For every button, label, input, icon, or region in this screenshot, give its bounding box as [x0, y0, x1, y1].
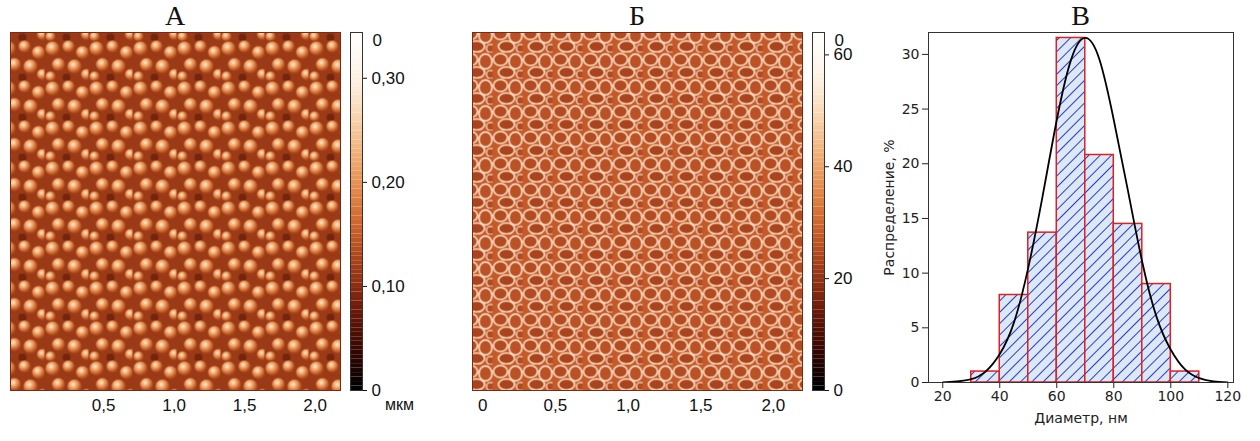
svg-text:25: 25 [902, 101, 920, 117]
svg-text:1,5: 1,5 [233, 396, 257, 415]
svg-text:20: 20 [834, 269, 853, 288]
html-text:А: А [164, 0, 186, 31]
html-text:В: В [1071, 0, 1090, 31]
svg-text:1,0: 1,0 [162, 396, 186, 415]
svg-text:0,10: 0,10 [372, 277, 405, 296]
svg-text:100: 100 [1157, 388, 1184, 404]
svg-text:20: 20 [902, 155, 920, 171]
svg-text:Распределение, %: Распределение, % [881, 139, 897, 275]
svg-text:2,0: 2,0 [762, 396, 786, 415]
svg-text:0,20: 0,20 [372, 173, 405, 192]
svg-text:2,0: 2,0 [303, 396, 327, 415]
html-text:Б: Б [629, 0, 645, 31]
svg-text:0,5: 0,5 [92, 396, 116, 415]
svg-text:Диаметр, нм: Диаметр, нм [1034, 410, 1127, 426]
svg-text:0: 0 [835, 31, 844, 50]
svg-text:1,5: 1,5 [689, 396, 713, 415]
svg-text:0: 0 [834, 381, 843, 400]
svg-text:0: 0 [911, 374, 920, 390]
svg-text:30: 30 [902, 46, 920, 62]
svg-text:60: 60 [1048, 388, 1066, 404]
svg-text:60: 60 [833, 45, 853, 65]
html-text:мкм: мкм [385, 396, 414, 413]
svg-text:20: 20 [934, 388, 952, 404]
svg-text:1,0: 1,0 [616, 396, 640, 415]
svg-text:0: 0 [372, 381, 381, 400]
svg-text:0,30: 0,30 [372, 69, 405, 88]
svg-text:40: 40 [834, 157, 853, 176]
svg-text:15: 15 [902, 210, 920, 226]
svg-text:0: 0 [478, 396, 487, 415]
svg-text:120: 120 [1214, 388, 1241, 404]
svg-text:40: 40 [991, 388, 1009, 404]
svg-text:0,5: 0,5 [544, 396, 568, 415]
svg-text:5: 5 [911, 319, 920, 335]
svg-text:10: 10 [902, 265, 920, 281]
svg-text:0: 0 [373, 31, 382, 50]
svg-text:80: 80 [1105, 388, 1123, 404]
